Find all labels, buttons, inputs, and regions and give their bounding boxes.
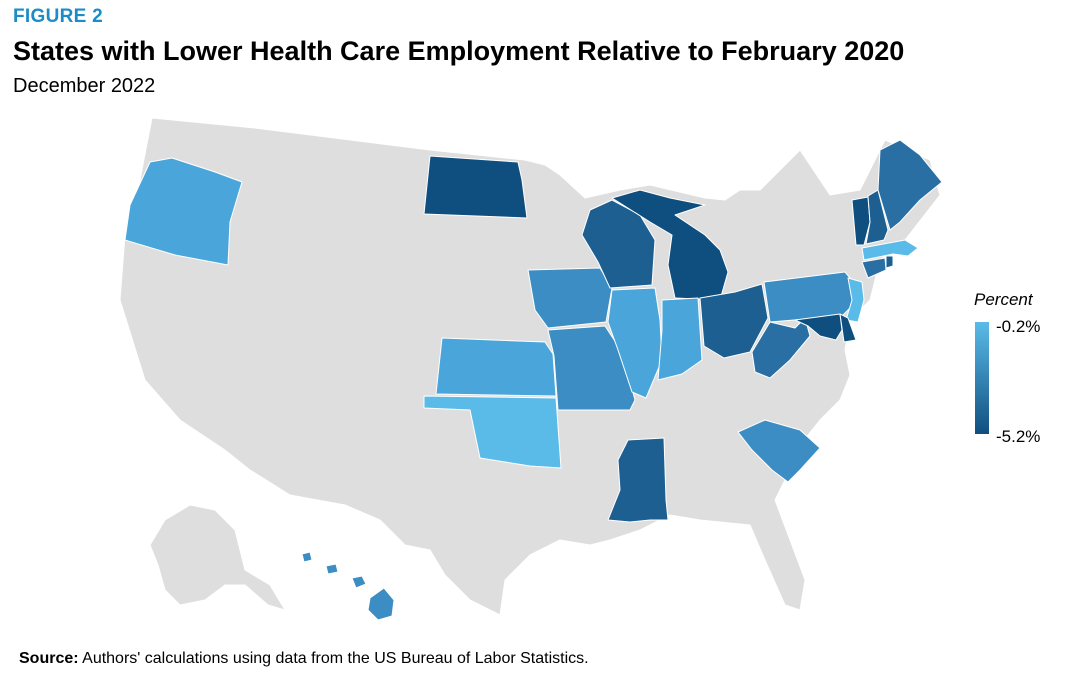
- state-south-carolina: [737, 419, 821, 483]
- state-hawaii-maui: [351, 575, 367, 589]
- legend-max-label: -0.2%: [996, 317, 1041, 336]
- state-kansas: [435, 337, 557, 397]
- state-mississippi: [607, 437, 669, 523]
- state-massachusetts: [861, 239, 919, 261]
- state-hawaii-big-island: [367, 587, 395, 621]
- color-legend: Percent -0.2% -5.2%: [968, 290, 1078, 450]
- state-maine: [877, 139, 943, 231]
- alaska-shape: [149, 504, 286, 611]
- state-north-dakota: [423, 155, 528, 219]
- state-illinois: [607, 287, 663, 399]
- state-new-jersey: [845, 277, 865, 323]
- state-iowa: [527, 267, 613, 329]
- legend-min-label: -5.2%: [996, 427, 1041, 446]
- state-missouri: [547, 325, 636, 411]
- state-west-virginia: [751, 317, 811, 379]
- state-hawaii-kauai: [301, 551, 313, 563]
- state-connecticut: [861, 257, 887, 279]
- figure-label: FIGURE 2: [13, 6, 104, 27]
- chart-subtitle: December 2022: [13, 75, 156, 97]
- state-indiana: [657, 297, 703, 381]
- chart-title: States with Lower Health Care Employment…: [13, 36, 905, 66]
- state-oregon: [124, 157, 243, 266]
- legend-title: Percent: [974, 290, 1033, 309]
- source-label: Source:: [19, 650, 79, 667]
- state-delaware: [839, 313, 857, 343]
- state-hawaii-oahu: [325, 563, 339, 575]
- legend-color-bar: [975, 322, 989, 434]
- state-oklahoma: [423, 395, 562, 469]
- state-rhode-island: [885, 255, 894, 269]
- state-vermont: [851, 196, 871, 246]
- source-note: Source: Authors' calculations using data…: [19, 650, 589, 668]
- state-wisconsin: [581, 199, 656, 289]
- state-ohio: [699, 283, 769, 359]
- source-text: Authors' calculations using data from th…: [78, 650, 589, 667]
- state-michigan: [611, 189, 729, 301]
